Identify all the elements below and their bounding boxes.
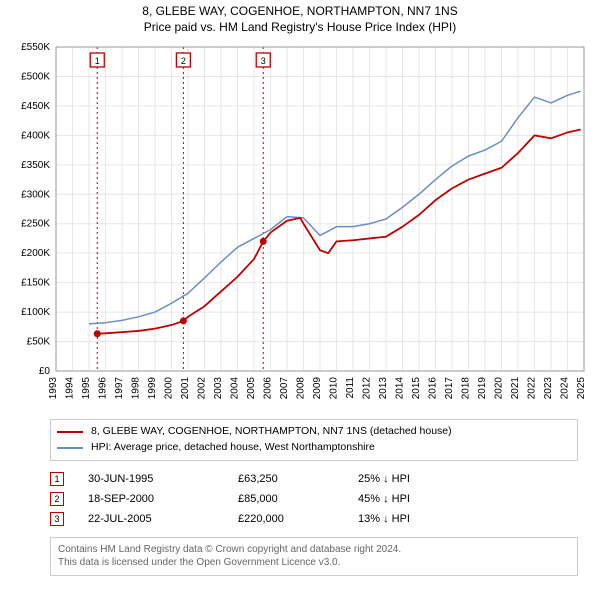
- svg-text:2004: 2004: [230, 377, 241, 400]
- svg-text:2002: 2002: [197, 377, 208, 400]
- svg-text:2015: 2015: [411, 377, 422, 400]
- svg-text:2011: 2011: [345, 377, 356, 399]
- svg-text:2008: 2008: [296, 377, 307, 400]
- svg-text:2006: 2006: [263, 377, 274, 400]
- footer: Contains HM Land Registry data © Crown c…: [50, 537, 578, 576]
- svg-text:2: 2: [181, 56, 186, 66]
- svg-text:1996: 1996: [98, 377, 109, 400]
- svg-text:£450K: £450K: [21, 101, 50, 112]
- svg-text:2017: 2017: [444, 377, 455, 400]
- svg-text:2009: 2009: [312, 377, 323, 400]
- tx-delta: 13% ↓ HPI: [358, 513, 488, 525]
- svg-text:2012: 2012: [362, 377, 373, 400]
- svg-text:2003: 2003: [213, 377, 224, 400]
- svg-text:2016: 2016: [428, 377, 439, 400]
- legend: 8, GLEBE WAY, COGENHOE, NORTHAMPTON, NN7…: [50, 419, 578, 461]
- svg-text:2010: 2010: [329, 377, 340, 400]
- svg-text:1993: 1993: [48, 377, 59, 400]
- svg-text:2020: 2020: [494, 377, 505, 400]
- svg-text:£500K: £500K: [21, 72, 50, 83]
- tx-date: 18-SEP-2000: [88, 493, 238, 505]
- svg-text:1995: 1995: [81, 377, 92, 400]
- svg-text:£400K: £400K: [21, 131, 50, 142]
- svg-text:2019: 2019: [477, 377, 488, 400]
- svg-text:£150K: £150K: [21, 278, 50, 289]
- table-row: 1 30-JUN-1995 £63,250 25% ↓ HPI: [50, 469, 578, 489]
- svg-text:1999: 1999: [147, 377, 158, 400]
- svg-text:1: 1: [95, 56, 100, 66]
- svg-text:1994: 1994: [65, 377, 76, 400]
- tx-delta: 25% ↓ HPI: [358, 473, 488, 485]
- svg-text:2000: 2000: [164, 377, 175, 400]
- tx-price: £220,000: [238, 513, 358, 525]
- svg-text:2023: 2023: [543, 377, 554, 400]
- svg-text:£200K: £200K: [21, 248, 50, 259]
- legend-swatch: [57, 431, 83, 433]
- legend-item: 8, GLEBE WAY, COGENHOE, NORTHAMPTON, NN7…: [57, 424, 571, 440]
- title-line1: 8, GLEBE WAY, COGENHOE, NORTHAMPTON, NN7…: [6, 4, 594, 20]
- footer-line1: Contains HM Land Registry data © Crown c…: [58, 543, 570, 557]
- svg-text:£300K: £300K: [21, 189, 50, 200]
- chart-title-block: 8, GLEBE WAY, COGENHOE, NORTHAMPTON, NN7…: [6, 4, 594, 35]
- table-row: 2 18-SEP-2000 £85,000 45% ↓ HPI: [50, 489, 578, 509]
- svg-text:2013: 2013: [378, 377, 389, 400]
- chart: £0 £50K £100K £150K £200K £250K £300K £350K £400…: [6, 41, 594, 411]
- tx-date: 22-JUL-2005: [88, 513, 238, 525]
- svg-text:2018: 2018: [461, 377, 472, 400]
- tx-date: 30-JUN-1995: [88, 473, 238, 485]
- svg-text:£50K: £50K: [27, 337, 51, 348]
- transactions-table: 1 30-JUN-1995 £63,250 25% ↓ HPI 2 18-SEP…: [50, 469, 578, 529]
- svg-text:2005: 2005: [246, 377, 257, 400]
- table-row: 3 22-JUL-2005 £220,000 13% ↓ HPI: [50, 509, 578, 529]
- svg-text:£350K: £350K: [21, 160, 50, 171]
- tx-price: £85,000: [238, 493, 358, 505]
- svg-text:2014: 2014: [395, 377, 406, 400]
- tx-delta: 45% ↓ HPI: [358, 493, 488, 505]
- svg-text:2007: 2007: [279, 377, 290, 400]
- svg-text:2025: 2025: [576, 377, 587, 400]
- svg-text:£0: £0: [39, 366, 51, 377]
- legend-label: 8, GLEBE WAY, COGENHOE, NORTHAMPTON, NN7…: [91, 424, 452, 440]
- svg-text:2001: 2001: [180, 377, 191, 400]
- svg-text:2021: 2021: [510, 377, 521, 400]
- footer-line2: This data is licensed under the Open Gov…: [58, 556, 570, 570]
- svg-text:1998: 1998: [131, 377, 142, 400]
- tx-marker-icon: 2: [50, 492, 64, 506]
- legend-label: HPI: Average price, detached house, West…: [91, 440, 375, 456]
- svg-text:£550K: £550K: [21, 42, 50, 53]
- tx-marker-icon: 1: [50, 472, 64, 486]
- tx-price: £63,250: [238, 473, 358, 485]
- svg-text:2022: 2022: [527, 377, 538, 400]
- svg-text:3: 3: [261, 56, 266, 66]
- legend-item: HPI: Average price, detached house, West…: [57, 440, 571, 456]
- svg-text:£250K: £250K: [21, 219, 50, 230]
- tx-marker-icon: 3: [50, 512, 64, 526]
- title-line2: Price paid vs. HM Land Registry's House …: [6, 20, 594, 36]
- svg-text:£100K: £100K: [21, 307, 50, 318]
- svg-text:1997: 1997: [114, 377, 125, 400]
- legend-swatch: [57, 447, 83, 449]
- svg-text:2024: 2024: [560, 377, 571, 400]
